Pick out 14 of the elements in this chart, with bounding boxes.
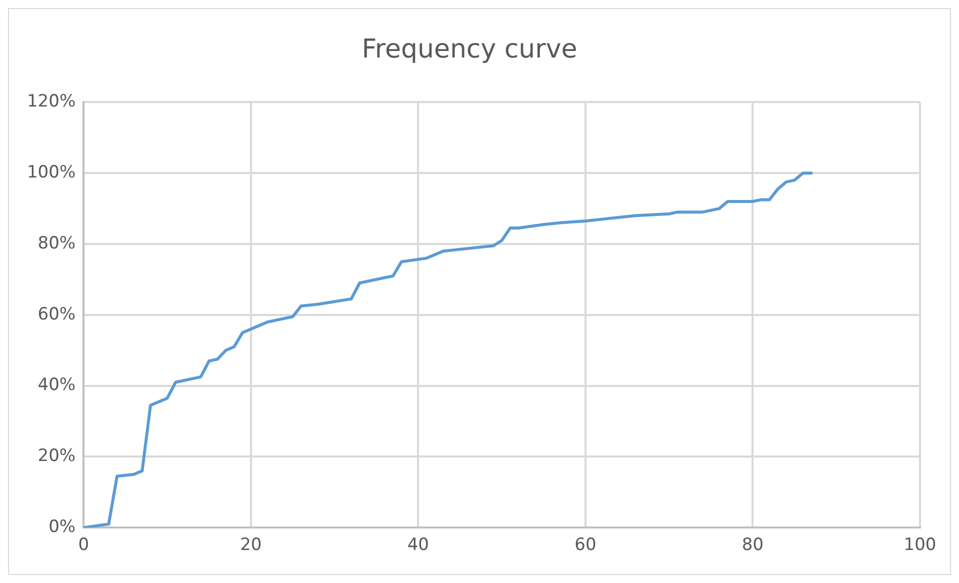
x-tick-label: 0	[78, 535, 90, 556]
y-tick-label: 100%	[26, 162, 76, 183]
y-tick-label: 0%	[48, 517, 76, 538]
y-tick-label: 40%	[38, 375, 76, 396]
x-tick-label: 60	[574, 535, 596, 556]
x-tick-label: 20	[240, 535, 262, 556]
x-tick-label: 100	[904, 535, 936, 556]
chart-title: Frequency curve	[362, 34, 578, 64]
x-tick-label: 40	[407, 535, 429, 556]
x-tick-label: 80	[742, 535, 764, 556]
y-tick-label: 80%	[38, 233, 76, 254]
y-tick-label: 60%	[38, 304, 76, 324]
y-tick-label: 20%	[38, 446, 76, 466]
y-tick-label: 120%	[26, 92, 76, 112]
